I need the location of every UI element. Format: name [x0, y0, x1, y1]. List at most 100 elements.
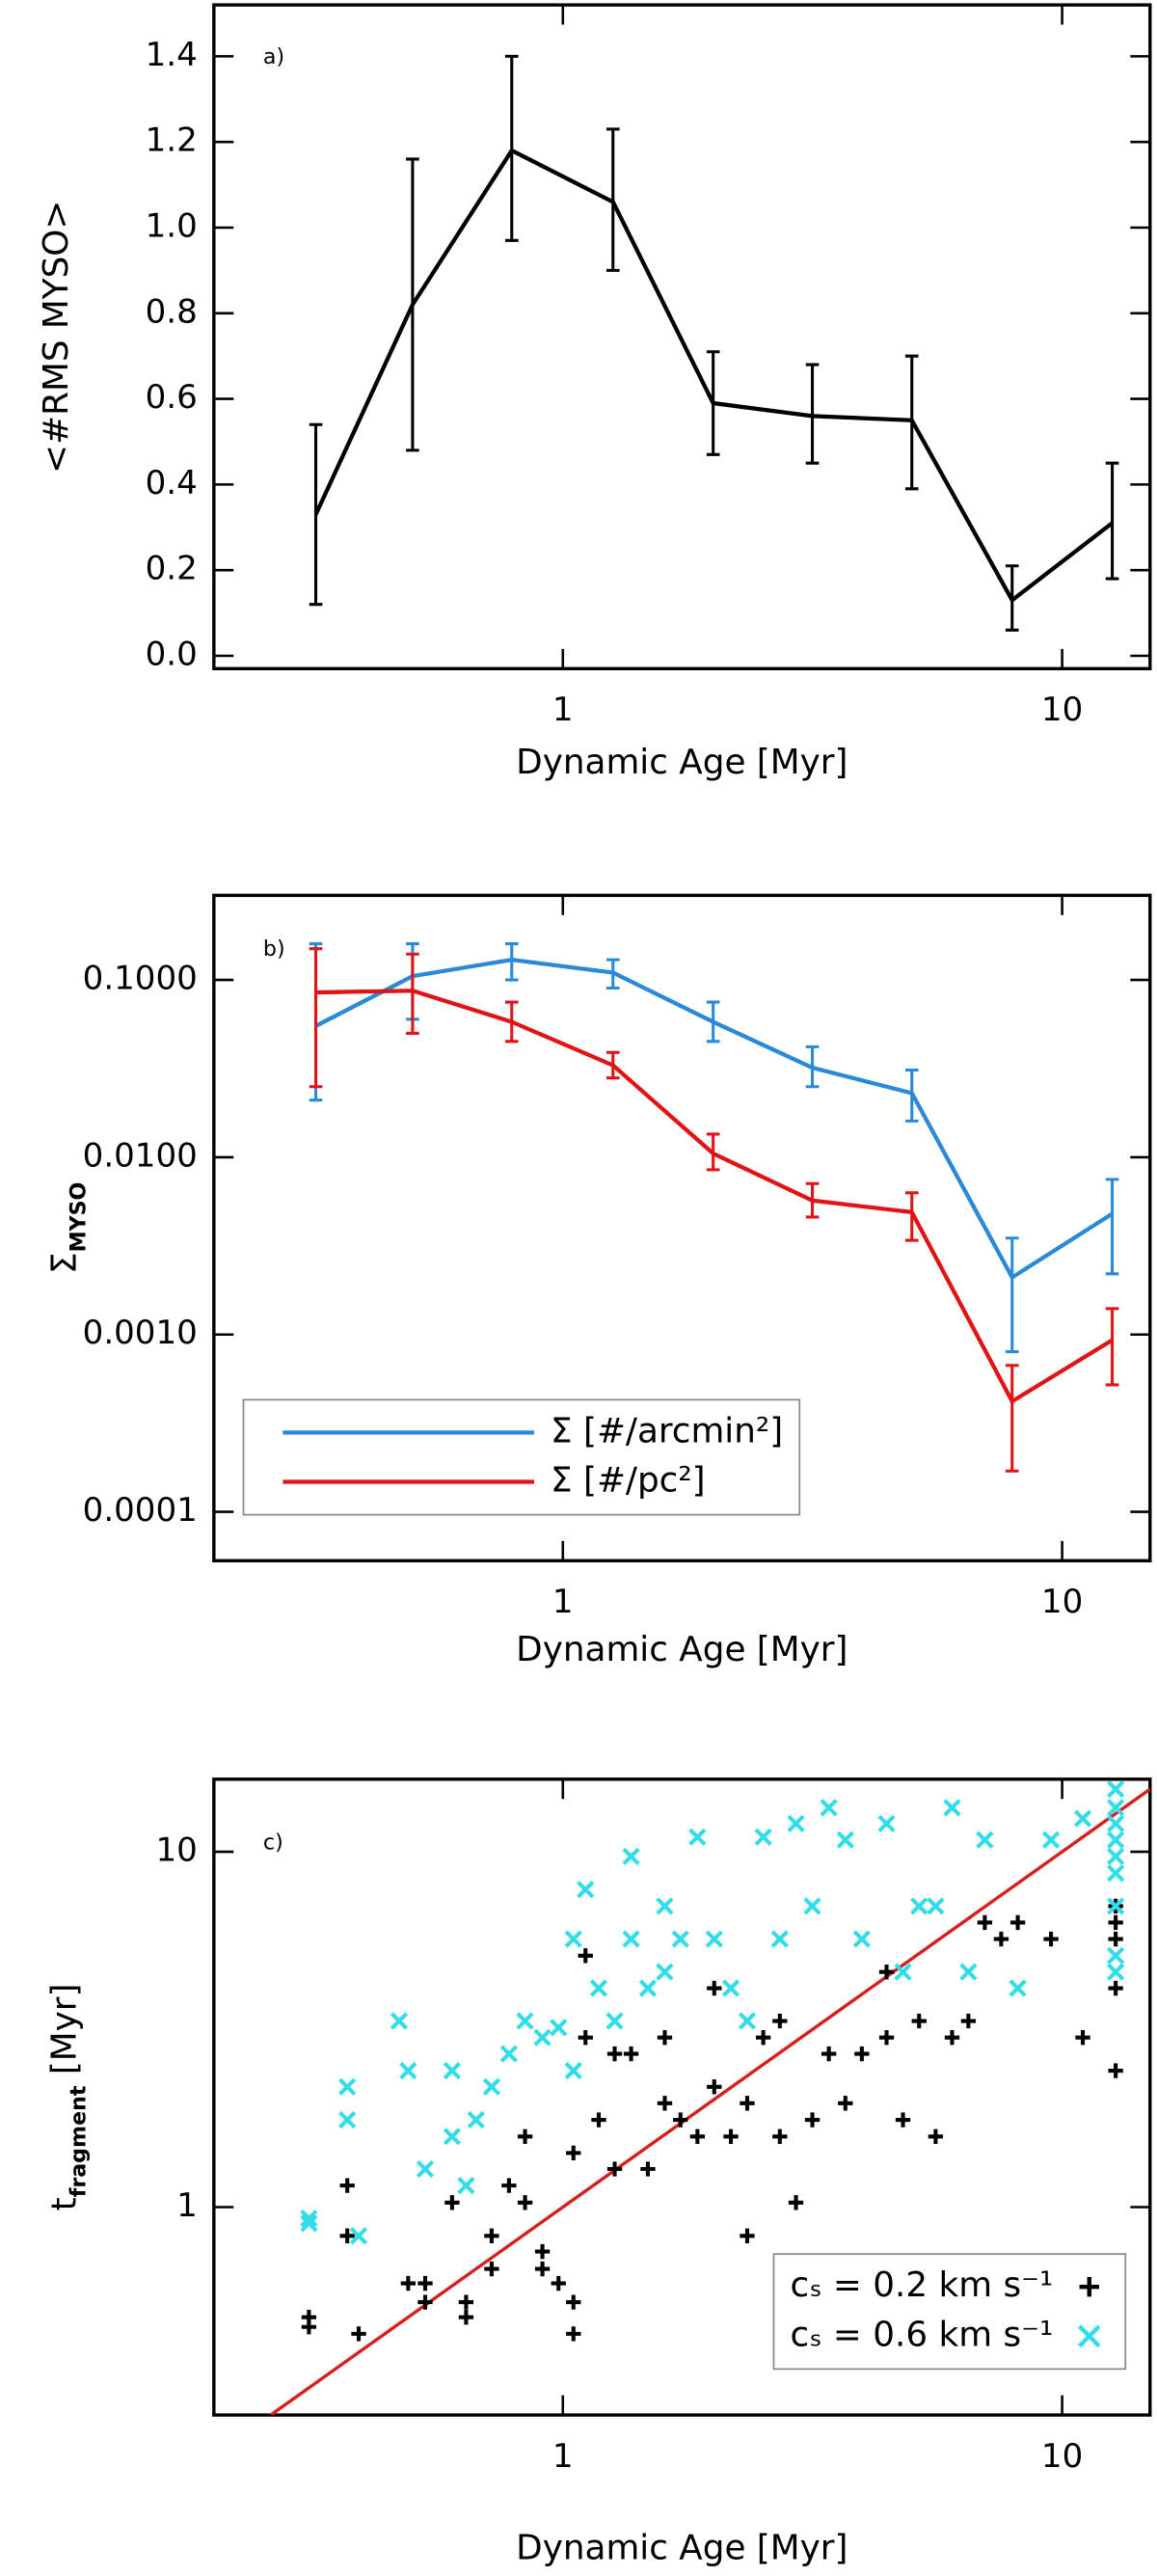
scatter-point [390, 2012, 409, 2030]
scatter-point [484, 2261, 499, 2277]
scatter-point [444, 2195, 460, 2210]
scatter-point [993, 1931, 1009, 1947]
scatter-point [1041, 1830, 1061, 1849]
scatter-point [1107, 1946, 1125, 1965]
scatter-point [803, 1897, 821, 1915]
x-tick-label: 1 [552, 691, 574, 729]
error-bar [1105, 1178, 1119, 1276]
scatter-point [591, 2112, 606, 2128]
plot-frame [212, 1777, 1152, 2417]
scatter-point [467, 2110, 485, 2129]
scatter-point [417, 2275, 433, 2291]
scatter-point [443, 2128, 462, 2146]
scatter-point [349, 2227, 368, 2245]
scatter-point [723, 2129, 739, 2144]
scatter-point [656, 1897, 674, 1915]
error-bar [605, 958, 620, 990]
scatter-point [400, 2275, 417, 2291]
error-bar [805, 1181, 820, 1219]
scatter-point [1107, 1830, 1125, 1849]
y-tick-label: 1.0 [146, 206, 198, 245]
error-bar [504, 54, 519, 242]
scatter-point [339, 2228, 355, 2243]
scatter-point [895, 2112, 911, 2128]
scatter-point [577, 1881, 595, 1899]
scatter-point [854, 2046, 870, 2062]
y-tick-label: 0.0001 [83, 1491, 198, 1530]
scatter-point [755, 2030, 771, 2046]
y-axis-label: <#RMS MYSO> [37, 201, 76, 474]
scatter-point [738, 2012, 757, 2030]
scatter-point [740, 2228, 755, 2243]
y-tick-label: 0.2 [146, 550, 198, 588]
scatter-point [688, 1828, 707, 1846]
scatter-point [943, 1799, 961, 1817]
scatter-point [1107, 1864, 1125, 1883]
scatter-point [339, 2178, 355, 2193]
error-bar [504, 942, 519, 982]
error-bar [706, 1000, 720, 1044]
y-tick-label: 10 [155, 1831, 197, 1870]
error-bar [1105, 461, 1119, 581]
error-bar [706, 1132, 720, 1172]
scatter-point [960, 2013, 977, 2029]
x-tick-label: 10 [1041, 2437, 1083, 2476]
scatter-point [740, 2096, 755, 2111]
scatter-point [656, 1963, 674, 1981]
scatter-point [533, 2028, 552, 2047]
scatter-point [566, 2145, 581, 2161]
error-bar [904, 1069, 919, 1123]
scatter-point [820, 1799, 838, 1817]
scatter-point [772, 2129, 788, 2144]
scatter-point [351, 2326, 366, 2342]
scatter-point [910, 1897, 928, 1915]
scatter-point [944, 2030, 960, 2046]
scatter-point [836, 1830, 854, 1849]
scatter-point [606, 2161, 623, 2177]
panel-annotation: a) [263, 44, 284, 69]
x-axis-label: Dynamic Age [Myr] [516, 743, 848, 782]
panel-annotation: c) [263, 1830, 283, 1856]
legend: cₛ = 0.2 km s⁻¹ cₛ = 0.6 km s⁻¹ [791, 2265, 1101, 2354]
scatter-point [1107, 1897, 1125, 1915]
scatter-point [417, 2294, 433, 2310]
error-bar [904, 1191, 919, 1242]
legend-marker [1077, 2324, 1101, 2348]
x-axis-label: Dynamic Age [Myr] [516, 1630, 848, 1669]
error-bar [706, 350, 720, 456]
scatter-point [399, 2061, 417, 2080]
legend-box [772, 2253, 1127, 2371]
legend-label: Σ [#/pc²] [551, 1461, 706, 1501]
error-bar [904, 354, 919, 491]
scatter-point [443, 2061, 462, 2080]
scatter-point [770, 1930, 789, 1948]
y-axis-label: ΣMYSO [45, 1182, 92, 1274]
scatter-point [416, 2159, 435, 2179]
scatter-point [878, 1964, 895, 1980]
scatter-point [671, 1930, 689, 1948]
error-bar [605, 1050, 620, 1080]
scatter-point [1075, 2030, 1090, 2046]
one-to-one-line [269, 1787, 1150, 2416]
y-tick-label: 1.2 [146, 122, 198, 160]
error-bar [309, 947, 323, 1089]
legend-label: Σ [#/arcmin²] [551, 1411, 783, 1451]
legend-box [242, 1398, 801, 1516]
scatter-point [1073, 1809, 1092, 1828]
scatter-point [300, 2214, 318, 2233]
error-bar [406, 157, 419, 452]
error-bar [1105, 1307, 1119, 1387]
scatter-point [622, 1930, 640, 1948]
plot-frame [212, 3, 1152, 671]
scatter-point [550, 2019, 568, 2037]
scatter-point [804, 2112, 821, 2128]
scatter-point [705, 1930, 723, 1948]
error-bar [1005, 1364, 1019, 1473]
scatter-point [878, 2030, 895, 2046]
y-axis-label-part: fragment [66, 2085, 91, 2197]
scatter-point [1108, 1914, 1123, 1931]
scatter-point [578, 2030, 593, 2046]
y-axis-label-part: Σ [45, 1252, 85, 1274]
scatter-point [977, 1914, 993, 1931]
